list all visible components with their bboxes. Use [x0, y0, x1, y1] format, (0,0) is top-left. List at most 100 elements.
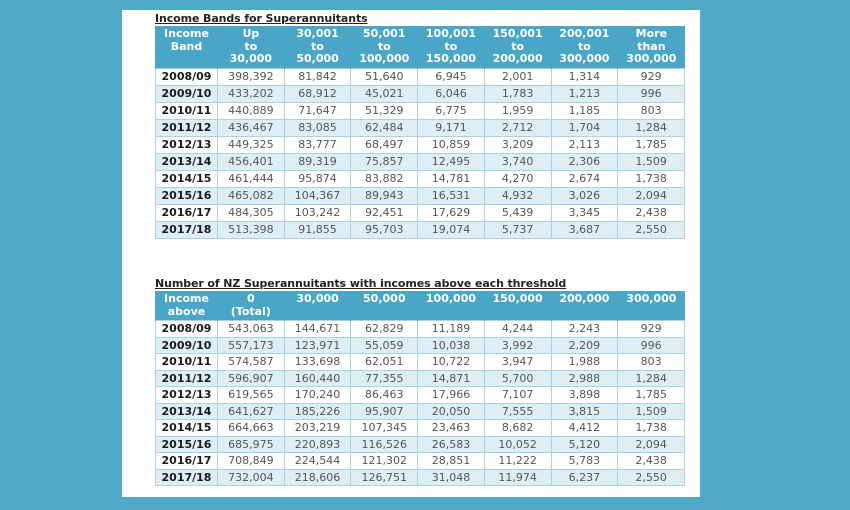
value-cell: 11,189 [417, 320, 485, 338]
table-row: 2017/18 732,004 218,606 126,751 31,048 11,974… [155, 468, 685, 486]
value-cell: 6,046 [417, 84, 485, 103]
table-row: 2014/15 461,444 95,874 83,882 14,781 4,270 2,6… [155, 169, 685, 188]
column-header-line: Income [164, 27, 209, 40]
column-header-line: 150,001 [492, 27, 543, 40]
table-row: 2017/18 513,398 91,855 95,703 19,074 5,737 3,6… [155, 220, 685, 239]
value-cell: 465,082 [217, 186, 285, 205]
year-cell: 2013/14 [155, 152, 218, 171]
value-cell: 1,284 [617, 118, 685, 137]
value-cell: 95,703 [350, 220, 419, 239]
column-header-line: 200,001 [559, 27, 610, 40]
year-cell: 2015/16 [155, 435, 218, 453]
value-cell: 803 [617, 353, 685, 371]
year-cell: 2014/15 [155, 169, 218, 188]
value-cell: 6,237 [550, 468, 619, 486]
column-header-line: to [577, 39, 591, 53]
column-header: Income above [155, 291, 218, 321]
column-header: Income Band [155, 26, 218, 68]
value-cell: 2,094 [617, 186, 685, 205]
value-cell: 81,842 [283, 67, 352, 86]
value-cell: 557,173 [217, 336, 285, 354]
year-cell: 2016/17 [155, 452, 218, 470]
value-cell: 5,700 [483, 369, 552, 387]
value-cell: 160,440 [283, 369, 352, 387]
value-cell: 5,120 [550, 435, 619, 453]
value-cell: 449,325 [217, 135, 285, 154]
column-header-line: 0 [247, 292, 255, 305]
value-cell: 664,663 [217, 419, 285, 437]
value-cell: 1,509 [617, 152, 685, 171]
value-cell: 2,306 [550, 152, 619, 171]
threshold-section: Number of NZ Superannuitants with income… [155, 278, 685, 486]
column-header-line [352, 306, 416, 319]
column-header-line: 200,000 [559, 292, 610, 305]
column-header: 200,001 to 300,000 [550, 26, 618, 68]
column-header: 30,000 [283, 291, 351, 321]
column-header-line: than [637, 39, 666, 53]
table-row: 2010/11 440,889 71,647 51,329 6,775 1,959 1,18… [155, 101, 685, 120]
value-cell: 91,855 [283, 220, 352, 239]
value-cell: 185,226 [283, 402, 352, 420]
column-header-line: 100,000 [425, 292, 477, 305]
column-header-line [486, 306, 550, 319]
value-cell: 83,085 [283, 118, 352, 137]
value-cell: 107,345 [350, 419, 419, 437]
value-cell: 62,051 [350, 353, 419, 371]
value-cell: 95,874 [283, 169, 352, 188]
table-row: 2009/10 433,202 68,912 45,021 6,046 1,783 1,21… [155, 84, 685, 103]
value-cell: 10,038 [417, 336, 485, 354]
value-cell: 4,270 [483, 169, 552, 188]
value-cell: 89,943 [350, 186, 419, 205]
value-cell: 6,775 [417, 101, 485, 120]
column-header-line: to [244, 39, 258, 53]
value-cell: 3,898 [550, 386, 619, 404]
value-cell: 17,966 [417, 386, 485, 404]
column-header-line: 30,000 [296, 292, 339, 305]
value-cell: 2,674 [550, 169, 619, 188]
table-row: 2011/12 596,907 160,440 77,355 14,871 5,700 2,… [155, 369, 685, 387]
column-header-line: (Total) [230, 304, 271, 318]
table-row: 2013/14 456,401 89,319 75,857 12,495 3,740 2,3… [155, 152, 685, 171]
value-cell: 619,565 [217, 386, 285, 404]
value-cell: 71,647 [283, 101, 352, 120]
value-cell: 996 [617, 336, 685, 354]
income-bands-table: Income Band Up to 30,000 30,001 to 50,000 50,001… [155, 26, 685, 239]
document-panel: Income Bands for Superannuitants Income B… [122, 10, 700, 497]
header-row: Income above 0 (Total) 30,000 50,000 100,000 15… [155, 291, 685, 321]
value-cell: 1,284 [617, 369, 685, 387]
value-cell: 104,367 [283, 186, 352, 205]
table-row: 2010/11 574,587 133,698 62,051 10,722 3,947 1,… [155, 353, 685, 371]
value-cell: 1,314 [550, 67, 619, 86]
value-cell: 461,444 [217, 169, 285, 188]
value-cell: 45,021 [350, 84, 419, 103]
value-cell: 7,555 [483, 402, 552, 420]
value-cell: 7,107 [483, 386, 552, 404]
value-cell: 574,587 [217, 353, 285, 371]
year-cell: 2017/18 [155, 468, 218, 486]
value-cell: 3,687 [550, 220, 619, 239]
year-cell: 2017/18 [155, 220, 218, 239]
value-cell: 2,113 [550, 135, 619, 154]
year-cell: 2010/11 [155, 101, 218, 120]
value-cell: 996 [617, 84, 685, 103]
column-header-line: 150,000 [425, 52, 477, 65]
table-row: 2009/10 557,173 123,971 55,059 10,038 3,992 2,… [155, 336, 685, 354]
column-header-line [157, 53, 216, 66]
value-cell: 10,052 [483, 435, 552, 453]
value-cell: 55,059 [350, 336, 419, 354]
header-row: Income Band Up to 30,000 30,001 to 50,000 50,001… [155, 26, 685, 68]
value-cell: 2,550 [617, 220, 685, 239]
value-cell: 2,209 [550, 336, 619, 354]
table-row: 2014/15 664,663 203,219 107,345 23,463 8,682 4… [155, 419, 685, 437]
value-cell: 4,412 [550, 419, 619, 437]
value-cell: 68,912 [283, 84, 352, 103]
value-cell: 543,063 [217, 320, 285, 338]
value-cell: 116,526 [350, 435, 419, 453]
value-cell: 126,751 [350, 468, 419, 486]
column-header: 0 (Total) [217, 291, 285, 321]
value-cell: 10,859 [417, 135, 485, 154]
value-cell: 398,392 [217, 67, 285, 86]
value-cell: 1,988 [550, 353, 619, 371]
year-cell: 2009/10 [155, 336, 218, 354]
table-row: 2012/13 619,565 170,240 86,463 17,966 7,107 3,… [155, 386, 685, 404]
